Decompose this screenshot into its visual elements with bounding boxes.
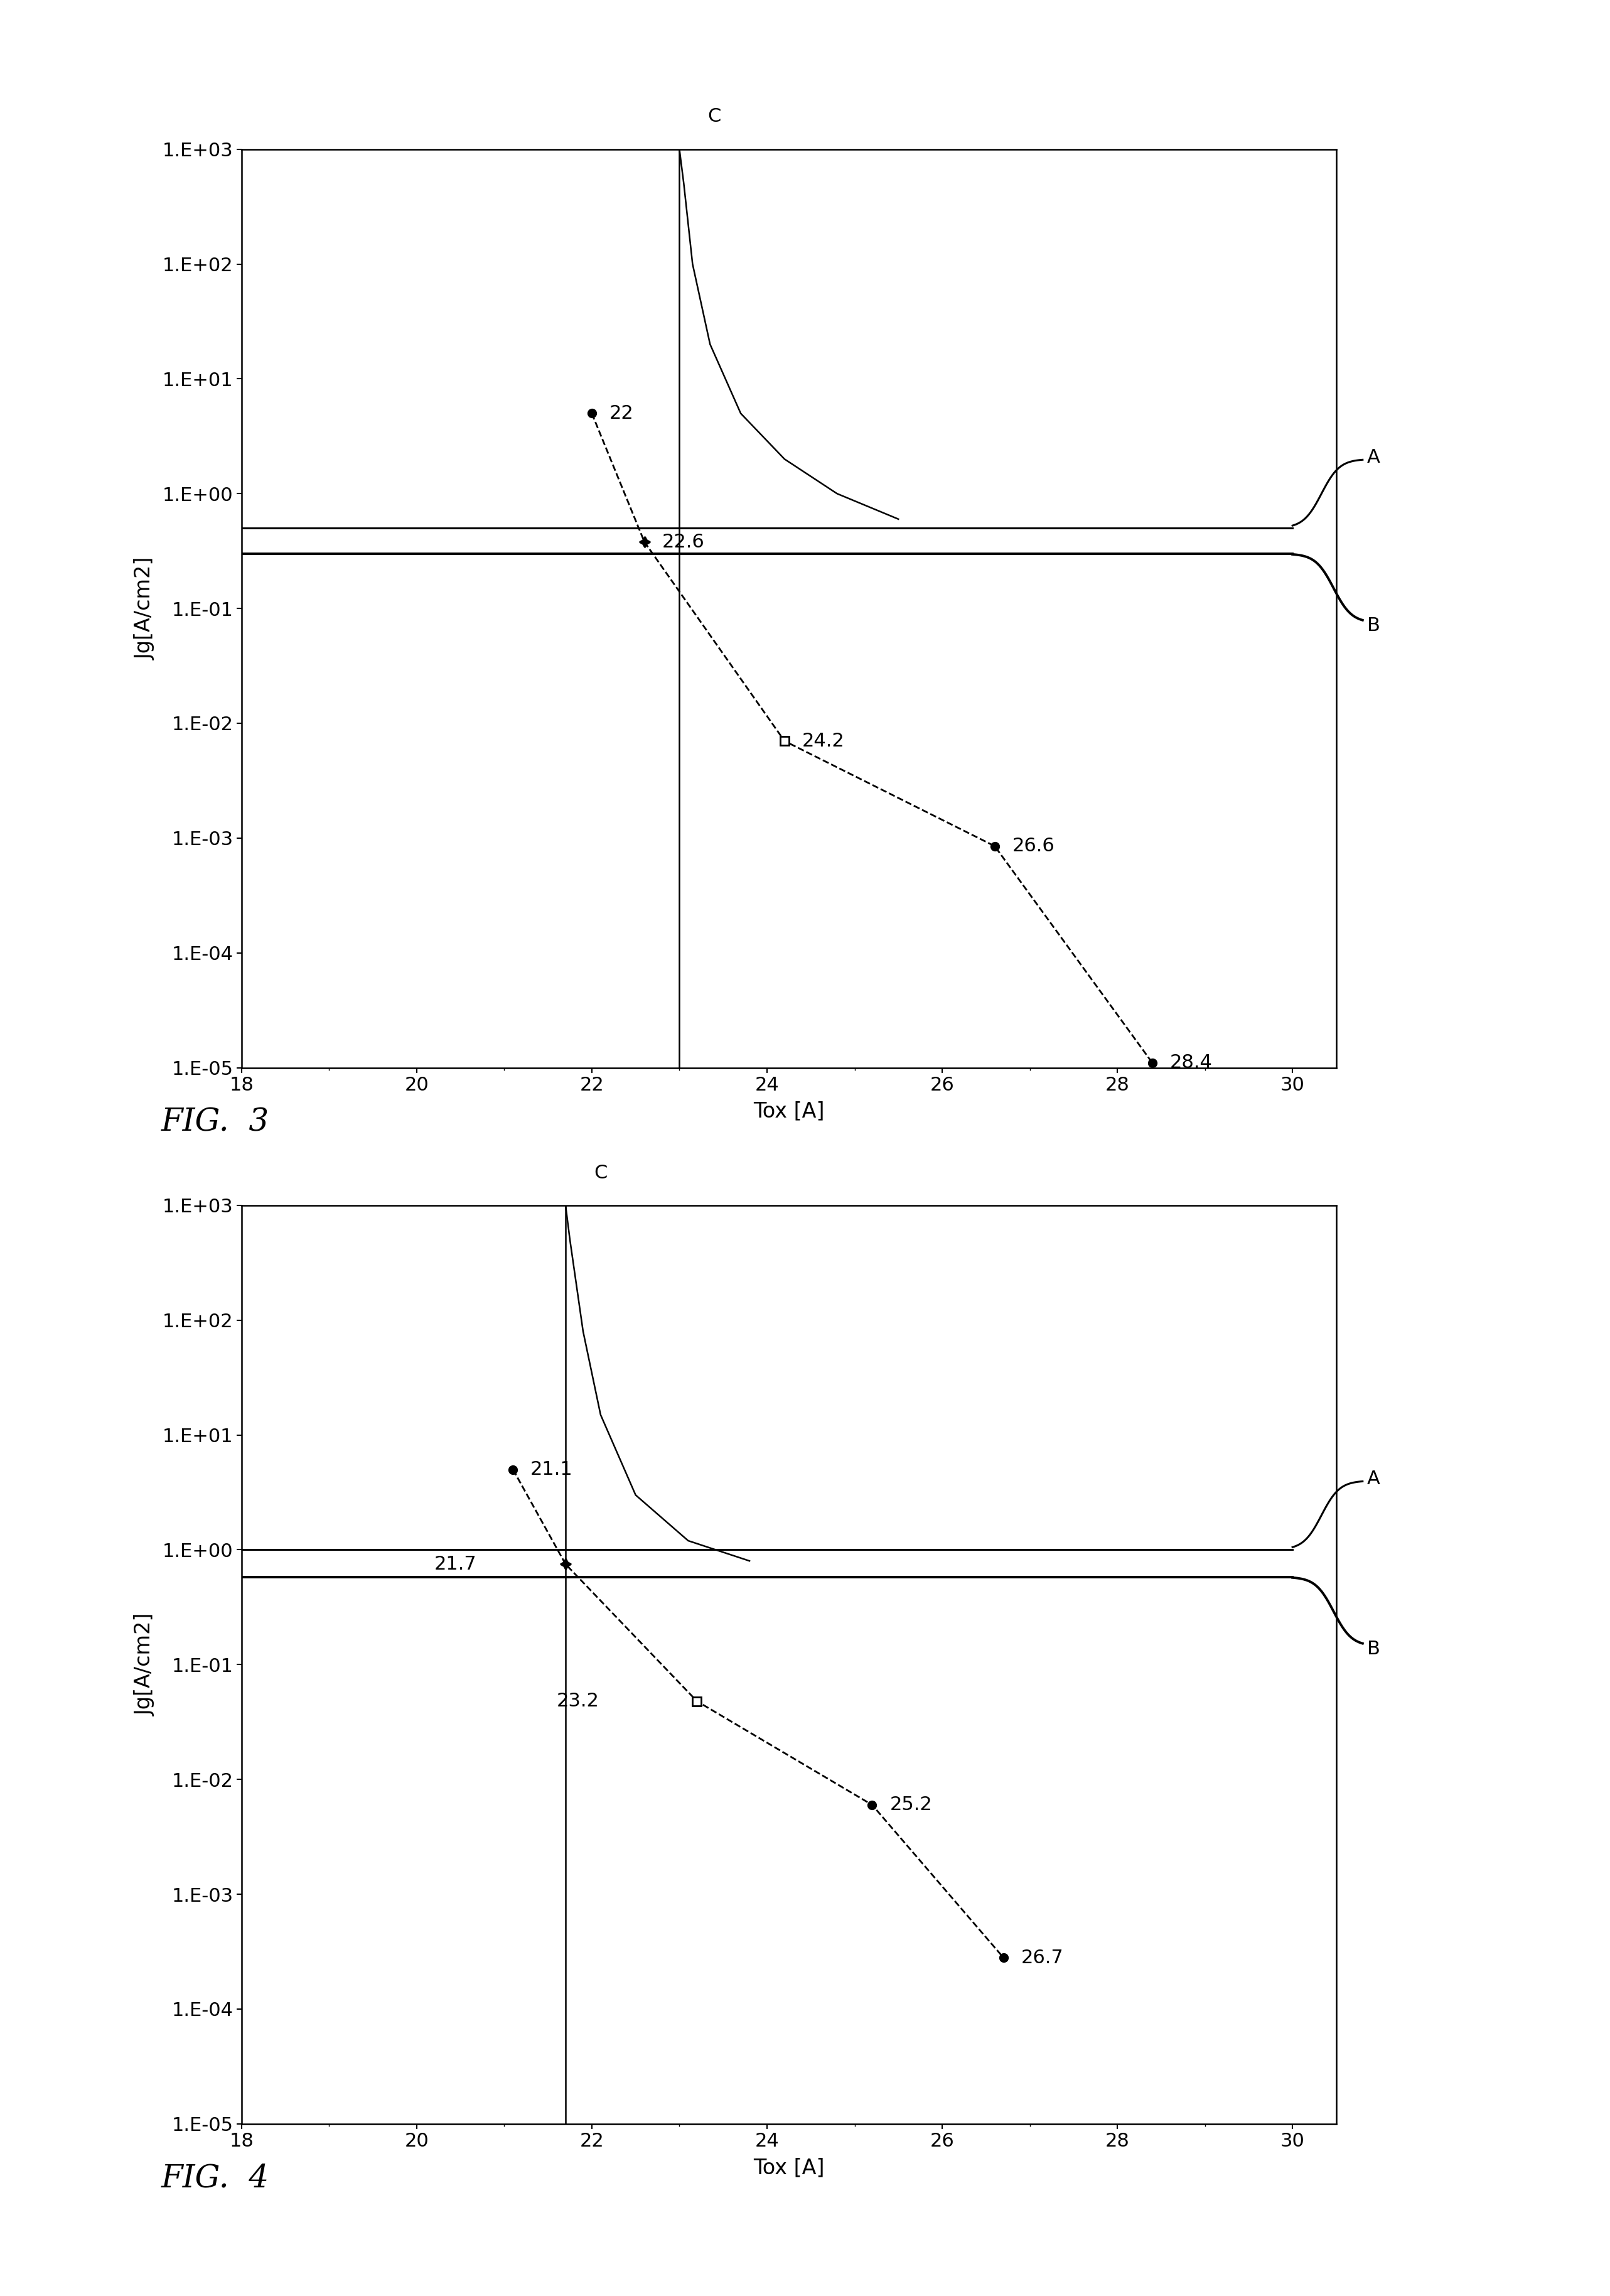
Text: 22.6: 22.6 bbox=[662, 533, 705, 551]
Text: C: C bbox=[708, 108, 721, 126]
Text: 21.7: 21.7 bbox=[435, 1554, 477, 1573]
X-axis label: Tox [A]: Tox [A] bbox=[753, 1102, 824, 1123]
Text: 25.2: 25.2 bbox=[890, 1795, 932, 1814]
Text: FIG.  4: FIG. 4 bbox=[161, 2163, 269, 2195]
Text: B: B bbox=[1367, 615, 1380, 634]
Text: 24.2: 24.2 bbox=[802, 732, 845, 751]
Text: C: C bbox=[594, 1164, 607, 1182]
Text: A: A bbox=[1367, 448, 1380, 466]
Text: A: A bbox=[1367, 1469, 1380, 1488]
Text: B: B bbox=[1367, 1639, 1380, 1658]
Text: 23.2: 23.2 bbox=[557, 1692, 599, 1711]
Text: 26.6: 26.6 bbox=[1013, 838, 1055, 854]
X-axis label: Tox [A]: Tox [A] bbox=[753, 2158, 824, 2179]
Text: 21.1: 21.1 bbox=[531, 1460, 573, 1479]
Y-axis label: Jg[A/cm2]: Jg[A/cm2] bbox=[135, 558, 156, 659]
Text: 28.4: 28.4 bbox=[1170, 1054, 1212, 1072]
Y-axis label: Jg[A/cm2]: Jg[A/cm2] bbox=[135, 1614, 156, 1715]
Text: 26.7: 26.7 bbox=[1021, 1949, 1064, 1968]
Text: 22: 22 bbox=[609, 404, 634, 422]
Text: FIG.  3: FIG. 3 bbox=[161, 1107, 269, 1139]
